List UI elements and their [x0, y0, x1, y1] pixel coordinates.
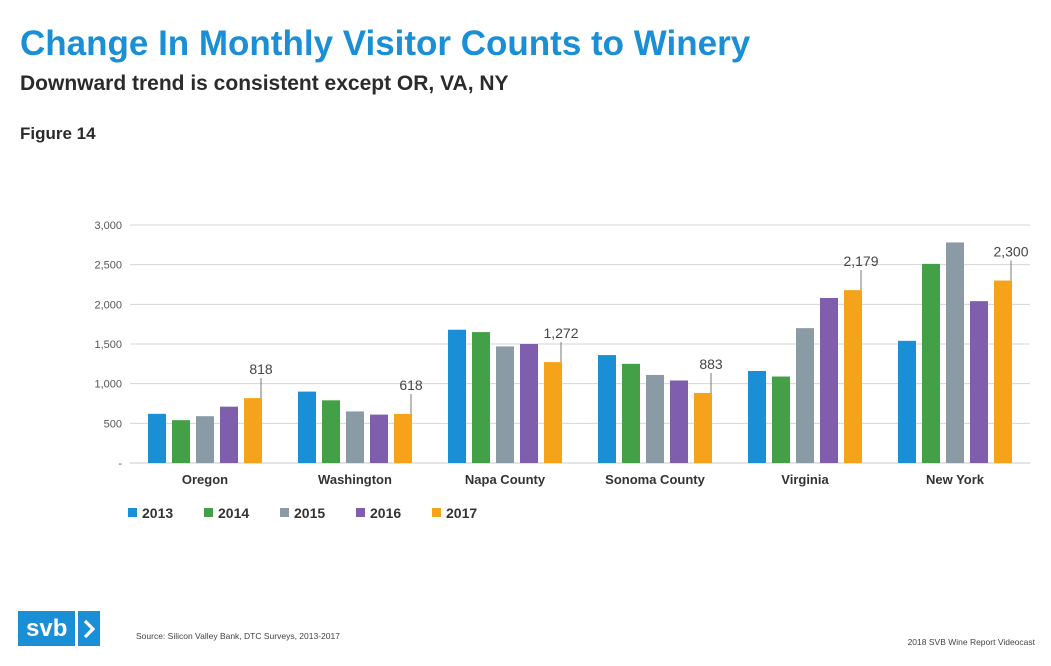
data-label: 883 [699, 356, 723, 372]
data-label: 1,272 [543, 325, 578, 341]
source-note: Source: Silicon Valley Bank, DTC Surveys… [136, 631, 340, 641]
bar-2016 [670, 380, 688, 463]
category-label: Washington [318, 472, 392, 487]
bar-2017 [694, 392, 712, 463]
bar-2015 [646, 374, 664, 463]
data-label: 618 [399, 377, 423, 393]
bar-2014 [322, 400, 340, 463]
logo-text: svb [18, 611, 76, 646]
bar-2013 [748, 370, 766, 463]
bar-2013 [148, 413, 166, 463]
legend-swatch-2013 [128, 508, 137, 517]
bar-2013 [448, 329, 466, 463]
y-tick-label: 2,000 [94, 299, 122, 311]
legend-label: 2016 [370, 505, 401, 521]
y-tick-label: - [118, 458, 122, 470]
category-label: New York [926, 472, 985, 487]
bar-2016 [820, 297, 838, 463]
data-label: 2,179 [843, 253, 878, 269]
bar-2014 [922, 263, 940, 463]
bar-2015 [496, 346, 514, 463]
bar-2015 [796, 328, 814, 463]
credit-note: 2018 SVB Wine Report Videocast [907, 637, 1035, 647]
bar-2015 [946, 242, 964, 463]
y-tick-label: 500 [104, 418, 122, 430]
legend-swatch-2014 [204, 508, 213, 517]
category-label: Napa County [465, 472, 546, 487]
bar-2016 [220, 406, 238, 463]
bar-2016 [970, 301, 988, 463]
bar-2017 [844, 290, 862, 463]
bar-2013 [298, 391, 316, 463]
data-label: 2,300 [993, 244, 1028, 260]
bar-2014 [472, 332, 490, 463]
legend-label: 2014 [218, 505, 249, 521]
y-tick-label: 1,000 [94, 379, 122, 391]
chevron-right-icon [78, 611, 101, 646]
bar-2016 [520, 344, 538, 463]
legend-label: 2015 [294, 505, 325, 521]
bar-2013 [598, 355, 616, 463]
bar-2017 [994, 280, 1012, 463]
bar-2016 [370, 414, 388, 463]
bar-2017 [394, 413, 412, 463]
y-tick-label: 1,500 [94, 339, 122, 351]
bar-2014 [172, 420, 190, 463]
category-label: Oregon [182, 472, 228, 487]
category-label: Virginia [781, 472, 829, 487]
bar-2017 [244, 398, 262, 463]
bar-2014 [622, 363, 640, 463]
bar-2015 [346, 411, 364, 463]
figure-label: Figure 14 [20, 124, 96, 143]
legend-swatch-2016 [356, 508, 365, 517]
category-label: Sonoma County [605, 472, 705, 487]
svb-logo: svb [18, 611, 101, 646]
bar-2015 [196, 416, 214, 463]
y-tick-label: 3,000 [94, 220, 122, 232]
legend-label: 2017 [446, 505, 477, 521]
bar-2013 [898, 340, 916, 463]
y-tick-label: 2,500 [94, 260, 122, 272]
bar-2014 [772, 376, 790, 463]
page-title: Change In Monthly Visitor Counts to Wine… [20, 24, 751, 63]
page-subtitle: Downward trend is consistent except OR, … [20, 72, 509, 95]
bar-2017 [544, 362, 562, 463]
legend-swatch-2017 [432, 508, 441, 517]
legend-swatch-2015 [280, 508, 289, 517]
legend-label: 2013 [142, 505, 173, 521]
data-label: 818 [249, 361, 273, 377]
